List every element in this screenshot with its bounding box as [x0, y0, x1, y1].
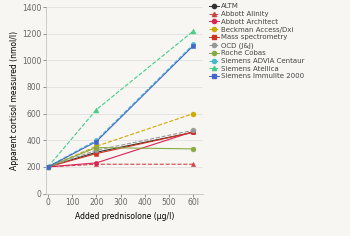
X-axis label: Added prednisolone (μg/l): Added prednisolone (μg/l) [75, 212, 174, 221]
Legend: ALTM, Abbott Alinity, Abbott Architect, Beckman Access/Dxi, Mass spectrometry, O: ALTM, Abbott Alinity, Abbott Architect, … [209, 3, 304, 80]
Y-axis label: Apparent cortisol measured (nmol/l): Apparent cortisol measured (nmol/l) [10, 31, 19, 170]
